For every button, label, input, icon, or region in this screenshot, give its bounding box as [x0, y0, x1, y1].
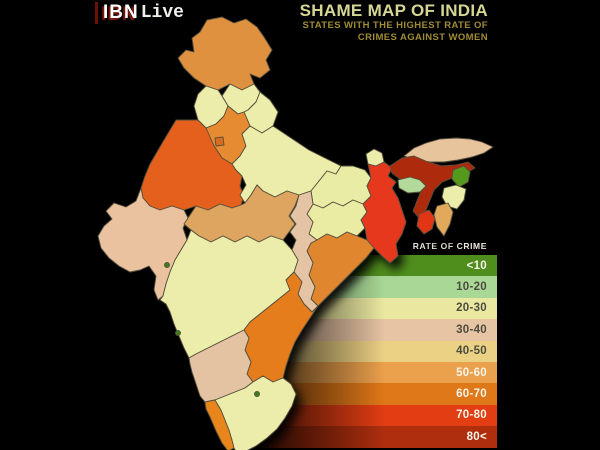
ibnlive-logo: IBN Live: [95, 2, 184, 24]
legend-label: 80<: [466, 430, 487, 443]
state-tripura: [416, 209, 436, 235]
legend-label: <10: [466, 259, 487, 272]
legend-label: 50-60: [456, 366, 487, 379]
legend-label: 70-80: [456, 409, 487, 422]
logo-live-text: Live: [140, 3, 184, 23]
state-odisha: [306, 231, 375, 307]
legend-label: 60-70: [456, 388, 487, 401]
state-gujarat: [97, 187, 189, 301]
legend-row: 60-70: [230, 383, 497, 405]
state-delhi: [214, 136, 225, 147]
subtitle-line-2: CRIMES AGAINST WOMEN: [357, 32, 488, 43]
legend-label: 20-30: [456, 302, 487, 315]
state-jammu-kashmir: [177, 16, 273, 91]
subtitle-line-1: STATES WITH THE HIGHEST RATE OF: [302, 20, 488, 31]
legend-title: RATE OF CRIME: [412, 241, 487, 251]
state-puducherry: [254, 391, 260, 397]
legend-row: 50-60: [230, 361, 497, 384]
legend-row: 80<: [230, 426, 497, 448]
logo-ibn-text: IBN: [103, 2, 139, 23]
state-arunachal-pradesh: [403, 137, 494, 163]
legend-label: 10-20: [456, 281, 487, 294]
state-nagaland: [451, 165, 471, 188]
legend-row: 40-50: [230, 340, 497, 362]
legend-label: 30-40: [456, 323, 487, 336]
state-dadra-nagar-haveli: [164, 262, 170, 268]
state-meghalaya: [397, 176, 427, 194]
state-jharkhand: [306, 199, 368, 241]
page-title: SHAME MAP OF INDIA: [299, 1, 488, 20]
state-tamil-nadu: [214, 375, 297, 450]
state-goa: [175, 330, 181, 336]
state-mizoram: [433, 202, 454, 237]
headline: SHAME MAP OF INDIA STATES WITH THE HIGHE…: [300, 1, 488, 44]
legend-row: 70-80: [230, 404, 497, 427]
legend: <10 10-20 20-30 30-40 40-50 50-60 60-70 70-80 80…: [230, 255, 497, 448]
legend-label: 40-50: [456, 345, 487, 358]
logo-accent-bar: [95, 2, 98, 24]
